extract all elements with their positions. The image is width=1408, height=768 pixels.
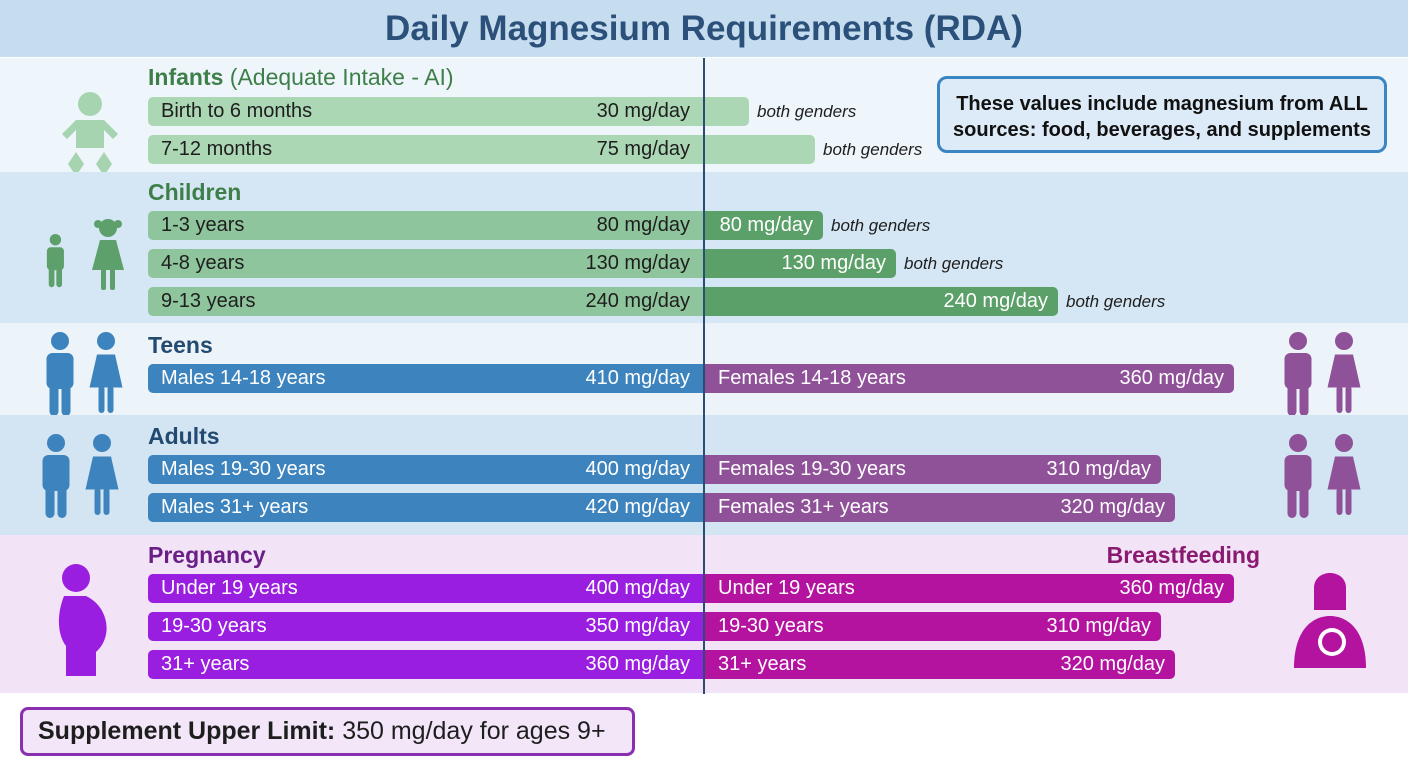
right-bar: 130 mg/day [705,249,896,278]
bar-label: Under 19 years [161,577,298,599]
bar-value: 400 mg/day [585,458,690,480]
bar-value: 410 mg/day [585,367,690,389]
heading-text: Pregnancy [148,542,266,568]
bar-value: 30 mg/day [596,100,690,122]
left-bar: 19-30 years 350 mg/day [148,612,704,641]
left-bar: 4-8 years 130 mg/day [148,249,704,278]
bar-value: 80 mg/day [596,214,690,236]
info-note: These values include magnesium from ALL … [937,76,1387,153]
section-heading: Children [148,179,241,206]
bar-label: 19-30 years [718,615,824,637]
section-heading: Infants (Adequate Intake - AI) [148,64,454,91]
bar-label: Females 31+ years [718,496,889,518]
breastfeeding-mother-icon [1280,568,1380,683]
right-bar: Females 31+ years 320 mg/day [705,493,1175,522]
left-bar: 9-13 years 240 mg/day [148,287,704,316]
upper-limit-text: 350 mg/day for ages 9+ [342,717,606,745]
bar-label: 4-8 years [161,252,245,274]
right-bar: 240 mg/day [705,287,1058,316]
bar-label: 31+ years [161,653,250,675]
upper-limit-label: Supplement Upper Limit: [38,717,336,745]
right-bar: Females 14-18 years 360 mg/day [705,364,1234,393]
heading-text: Adults [148,423,220,449]
bar-label: Females 14-18 years [718,367,906,389]
bar-value: 310 mg/day [1046,615,1151,637]
bar-value: 400 mg/day [585,577,690,599]
supplement-upper-limit: Supplement Upper Limit: 350 mg/day for a… [20,707,635,756]
gender-note: both genders [831,216,931,235]
right-bar [705,135,815,164]
bar-value: 240 mg/day [943,290,1048,312]
man-woman-icon [1278,432,1378,527]
bar-label: 31+ years [718,653,807,675]
man-woman-icon [36,432,136,527]
right-heading: Breastfeeding [1106,542,1260,568]
gender-note: both genders [823,140,923,159]
left-bar: Males 14-18 years 410 mg/day [148,364,704,393]
bar-value: 320 mg/day [1060,653,1165,675]
bar-value: 80 mg/day [719,214,813,236]
bar-label: 9-13 years [161,290,256,312]
right-bar [705,97,749,126]
pregnant-woman-icon [44,560,124,685]
section-heading: Teens [148,332,213,359]
bar-label: Under 19 years [718,577,855,599]
left-bar: 7-12 months 75 mg/day [148,135,704,164]
bar-value: 360 mg/day [585,653,690,675]
bar-label: 19-30 years [161,615,267,637]
left-bar: Males 19-30 years 400 mg/day [148,455,704,484]
section-heading: Adults [148,423,220,450]
heading-text: Infants [148,64,224,90]
gender-note: both genders [757,102,857,121]
left-bar: 31+ years 360 mg/day [148,650,704,679]
heading-text: Teens [148,332,213,358]
left-bar: Under 19 years 400 mg/day [148,574,704,603]
bar-label: 1-3 years [161,214,245,236]
bar-value: 130 mg/day [585,252,690,274]
bar-label: Males 31+ years [161,496,309,518]
gender-note: both genders [1066,292,1166,311]
bar-value: 360 mg/day [1119,367,1224,389]
bar-value: 240 mg/day [585,290,690,312]
left-bar: Birth to 6 months 30 mg/day [148,97,704,126]
children-icon [38,216,138,301]
bar-label: Males 19-30 years [161,458,326,480]
title-band: Daily Magnesium Requirements (RDA) [0,0,1408,57]
bar-label: 7-12 months [161,138,273,160]
center-divider [703,58,705,694]
right-bar: 19-30 years 310 mg/day [705,612,1161,641]
bar-value: 320 mg/day [1060,496,1165,518]
right-bar: Under 19 years 360 mg/day [705,574,1234,603]
bar-label: Birth to 6 months [161,100,313,122]
bar-value: 310 mg/day [1046,458,1151,480]
right-bar: Females 19-30 years 310 mg/day [705,455,1161,484]
man-woman-icon [40,330,140,425]
bar-label: Females 19-30 years [718,458,906,480]
right-bar: 80 mg/day [705,211,823,240]
heading-subtext: (Adequate Intake - AI) [229,64,454,90]
man-woman-icon [1278,330,1378,425]
bar-value: 420 mg/day [585,496,690,518]
left-bar: Males 31+ years 420 mg/day [148,493,704,522]
gender-note: both genders [904,254,1004,273]
bar-value: 130 mg/day [781,252,886,274]
left-bar: 1-3 years 80 mg/day [148,211,704,240]
page-title: Daily Magnesium Requirements (RDA) [385,9,1023,48]
section-heading: Pregnancy [148,542,266,569]
baby-icon [50,90,130,185]
heading-text: Children [148,179,242,205]
bar-value: 75 mg/day [596,138,690,160]
bar-value: 360 mg/day [1119,577,1224,599]
bar-label: Males 14-18 years [161,367,326,389]
right-bar: 31+ years 320 mg/day [705,650,1175,679]
bar-value: 350 mg/day [585,615,690,637]
